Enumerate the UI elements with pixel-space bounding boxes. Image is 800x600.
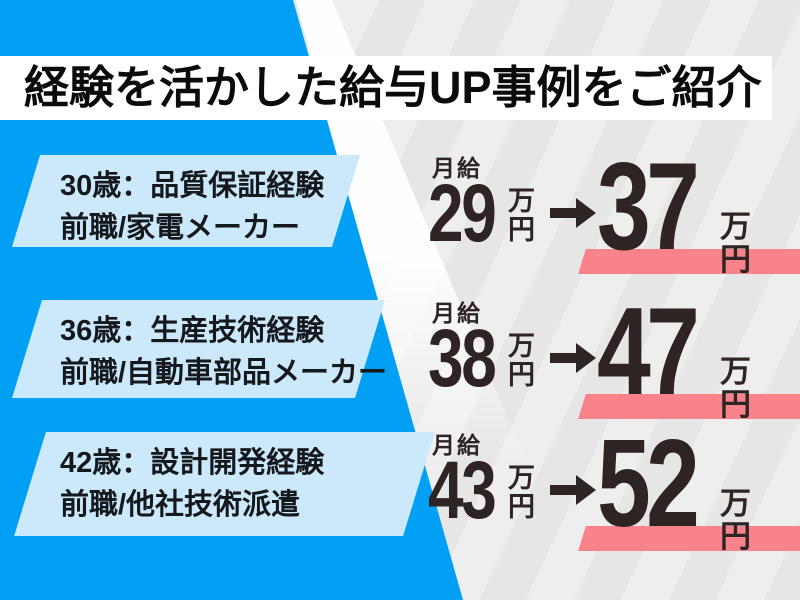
salary-after-unit: 万 円 xyxy=(720,354,751,422)
salary-after-value: 52 xyxy=(597,415,700,553)
salary-before-unit: 万 円 xyxy=(508,332,535,389)
monthly-wage-label: 月給 xyxy=(432,432,482,458)
case-row-2: 36歳：生産技術経験 前職/自動車部品メーカー 月給 38 万 円 47 万 円 xyxy=(0,290,800,446)
profile-line2: 前職/自動車部品メーカー xyxy=(60,357,388,390)
profile-line1: 42歳：設計開発経験 xyxy=(60,447,325,479)
salary-after-unit: 万 円 xyxy=(720,209,751,277)
case-row-3: 42歳：設計開発経験 前職/他社技術派遣 月給 43 万 円 52 万 円 xyxy=(0,422,800,578)
unit-yen: 円 xyxy=(720,241,751,277)
unit-man: 万 xyxy=(508,463,535,493)
unit-yen: 円 xyxy=(508,214,535,245)
arrow-right-icon xyxy=(550,198,596,228)
arrow-right-icon xyxy=(550,475,596,505)
unit-yen: 円 xyxy=(720,518,751,554)
profile-line1: 36歳：生産技術経験 xyxy=(60,315,325,347)
unit-man: 万 xyxy=(720,209,751,244)
salary-after-value: 47 xyxy=(597,283,700,421)
salary-before-unit: 万 円 xyxy=(508,464,535,521)
profile-line1: 30歳：品質保証経験 xyxy=(60,170,325,202)
monthly-wage-label: 月給 xyxy=(432,300,482,326)
profile-text: 36歳：生産技術経験 前職/自動車部品メーカー xyxy=(60,310,387,394)
unit-man: 万 xyxy=(720,354,751,389)
profile-line2: 前職/家電メーカー xyxy=(60,212,301,245)
profile-text: 30歳：品質保証経験 前職/家電メーカー xyxy=(60,165,324,249)
unit-yen: 円 xyxy=(720,386,751,422)
salary-before-value: 29 xyxy=(428,168,497,259)
unit-man: 万 xyxy=(720,486,751,521)
salary-before-unit: 万 円 xyxy=(508,187,535,244)
case-row-1: 30歳：品質保証経験 前職/家電メーカー 月給 29 万 円 37 万 円 xyxy=(0,145,800,301)
monthly-wage-label: 月給 xyxy=(432,155,482,181)
unit-yen: 円 xyxy=(508,491,535,522)
title-band: 経験を活かした給与UP事例をご紹介 xyxy=(0,56,772,120)
arrow-right-icon xyxy=(550,343,596,373)
salary-before-value: 38 xyxy=(428,313,497,404)
profile-line2: 前職/他社技術派遣 xyxy=(60,489,301,522)
unit-man: 万 xyxy=(508,186,535,216)
salary-after-unit: 万 円 xyxy=(720,486,751,554)
unit-man: 万 xyxy=(508,331,535,361)
page-title: 経験を活かした給与UP事例をご紹介 xyxy=(24,62,762,113)
profile-text: 42歳：設計開発経験 前職/他社技術派遣 xyxy=(60,442,324,526)
salary-after-value: 37 xyxy=(597,138,700,276)
salary-before-value: 43 xyxy=(428,445,497,536)
unit-yen: 円 xyxy=(508,359,535,390)
